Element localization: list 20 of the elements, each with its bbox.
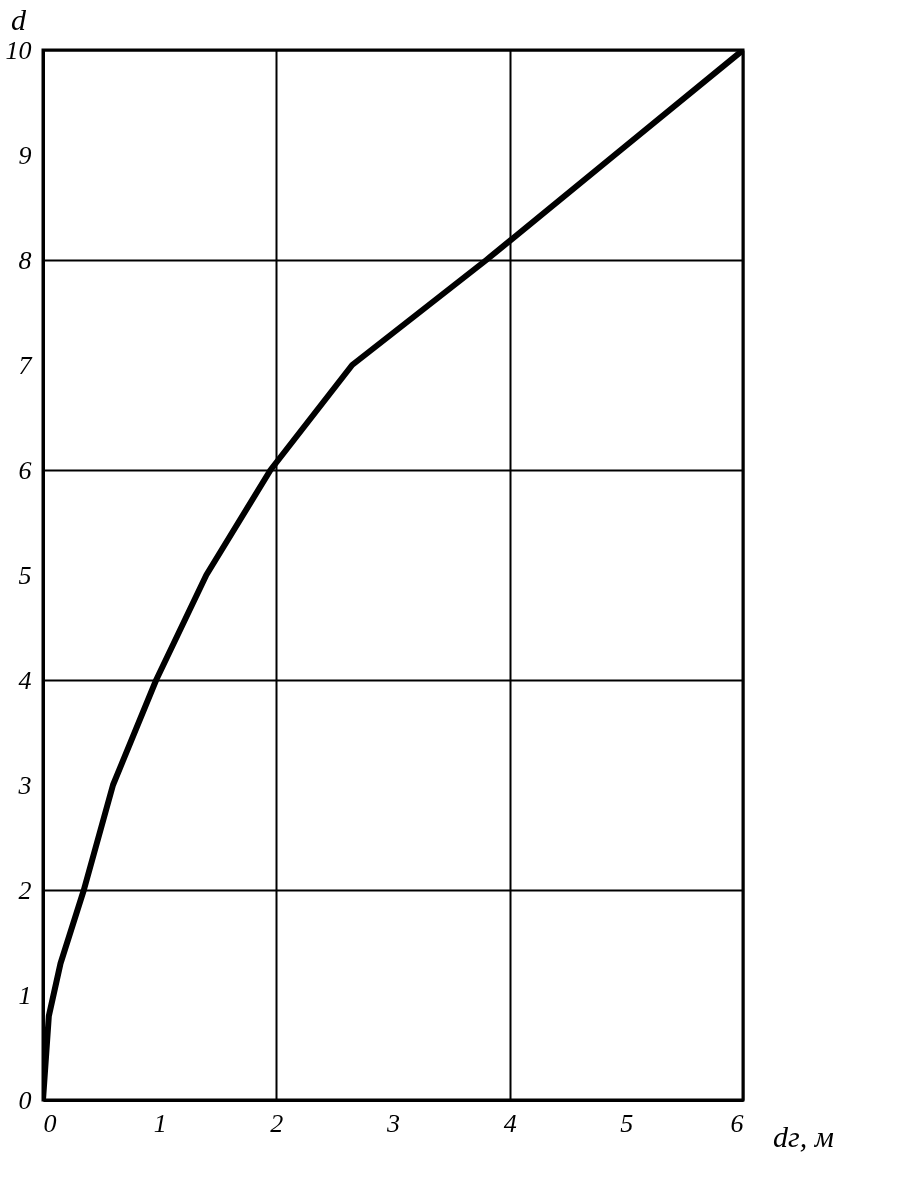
y-tick-label: 4 [18,665,32,695]
x-tick-label: 3 [386,1108,400,1138]
y-tick-label: 3 [17,770,32,800]
y-tick-label: 0 [18,1085,32,1115]
y-tick-label: 5 [18,560,32,590]
y-tick-label: 9 [18,140,32,170]
x-axis-title: dг, м [773,1119,834,1153]
y-tick-label: 10 [5,35,32,65]
y-tick-label: 7 [18,350,33,380]
y-tick-label: 1 [18,980,32,1010]
x-tick-label: 1 [153,1108,167,1138]
y-tick-label: 8 [18,245,32,275]
x-tick-label: 5 [620,1108,634,1138]
x-tick-label: 6 [730,1108,744,1138]
y-tick-label: 6 [18,455,32,485]
y-axis-title: d [11,2,27,36]
x-tick-label: 2 [270,1108,284,1138]
y-tick-label: 2 [18,875,32,905]
x-tick-label: 4 [503,1108,517,1138]
x-tick-label: 0 [43,1108,57,1138]
